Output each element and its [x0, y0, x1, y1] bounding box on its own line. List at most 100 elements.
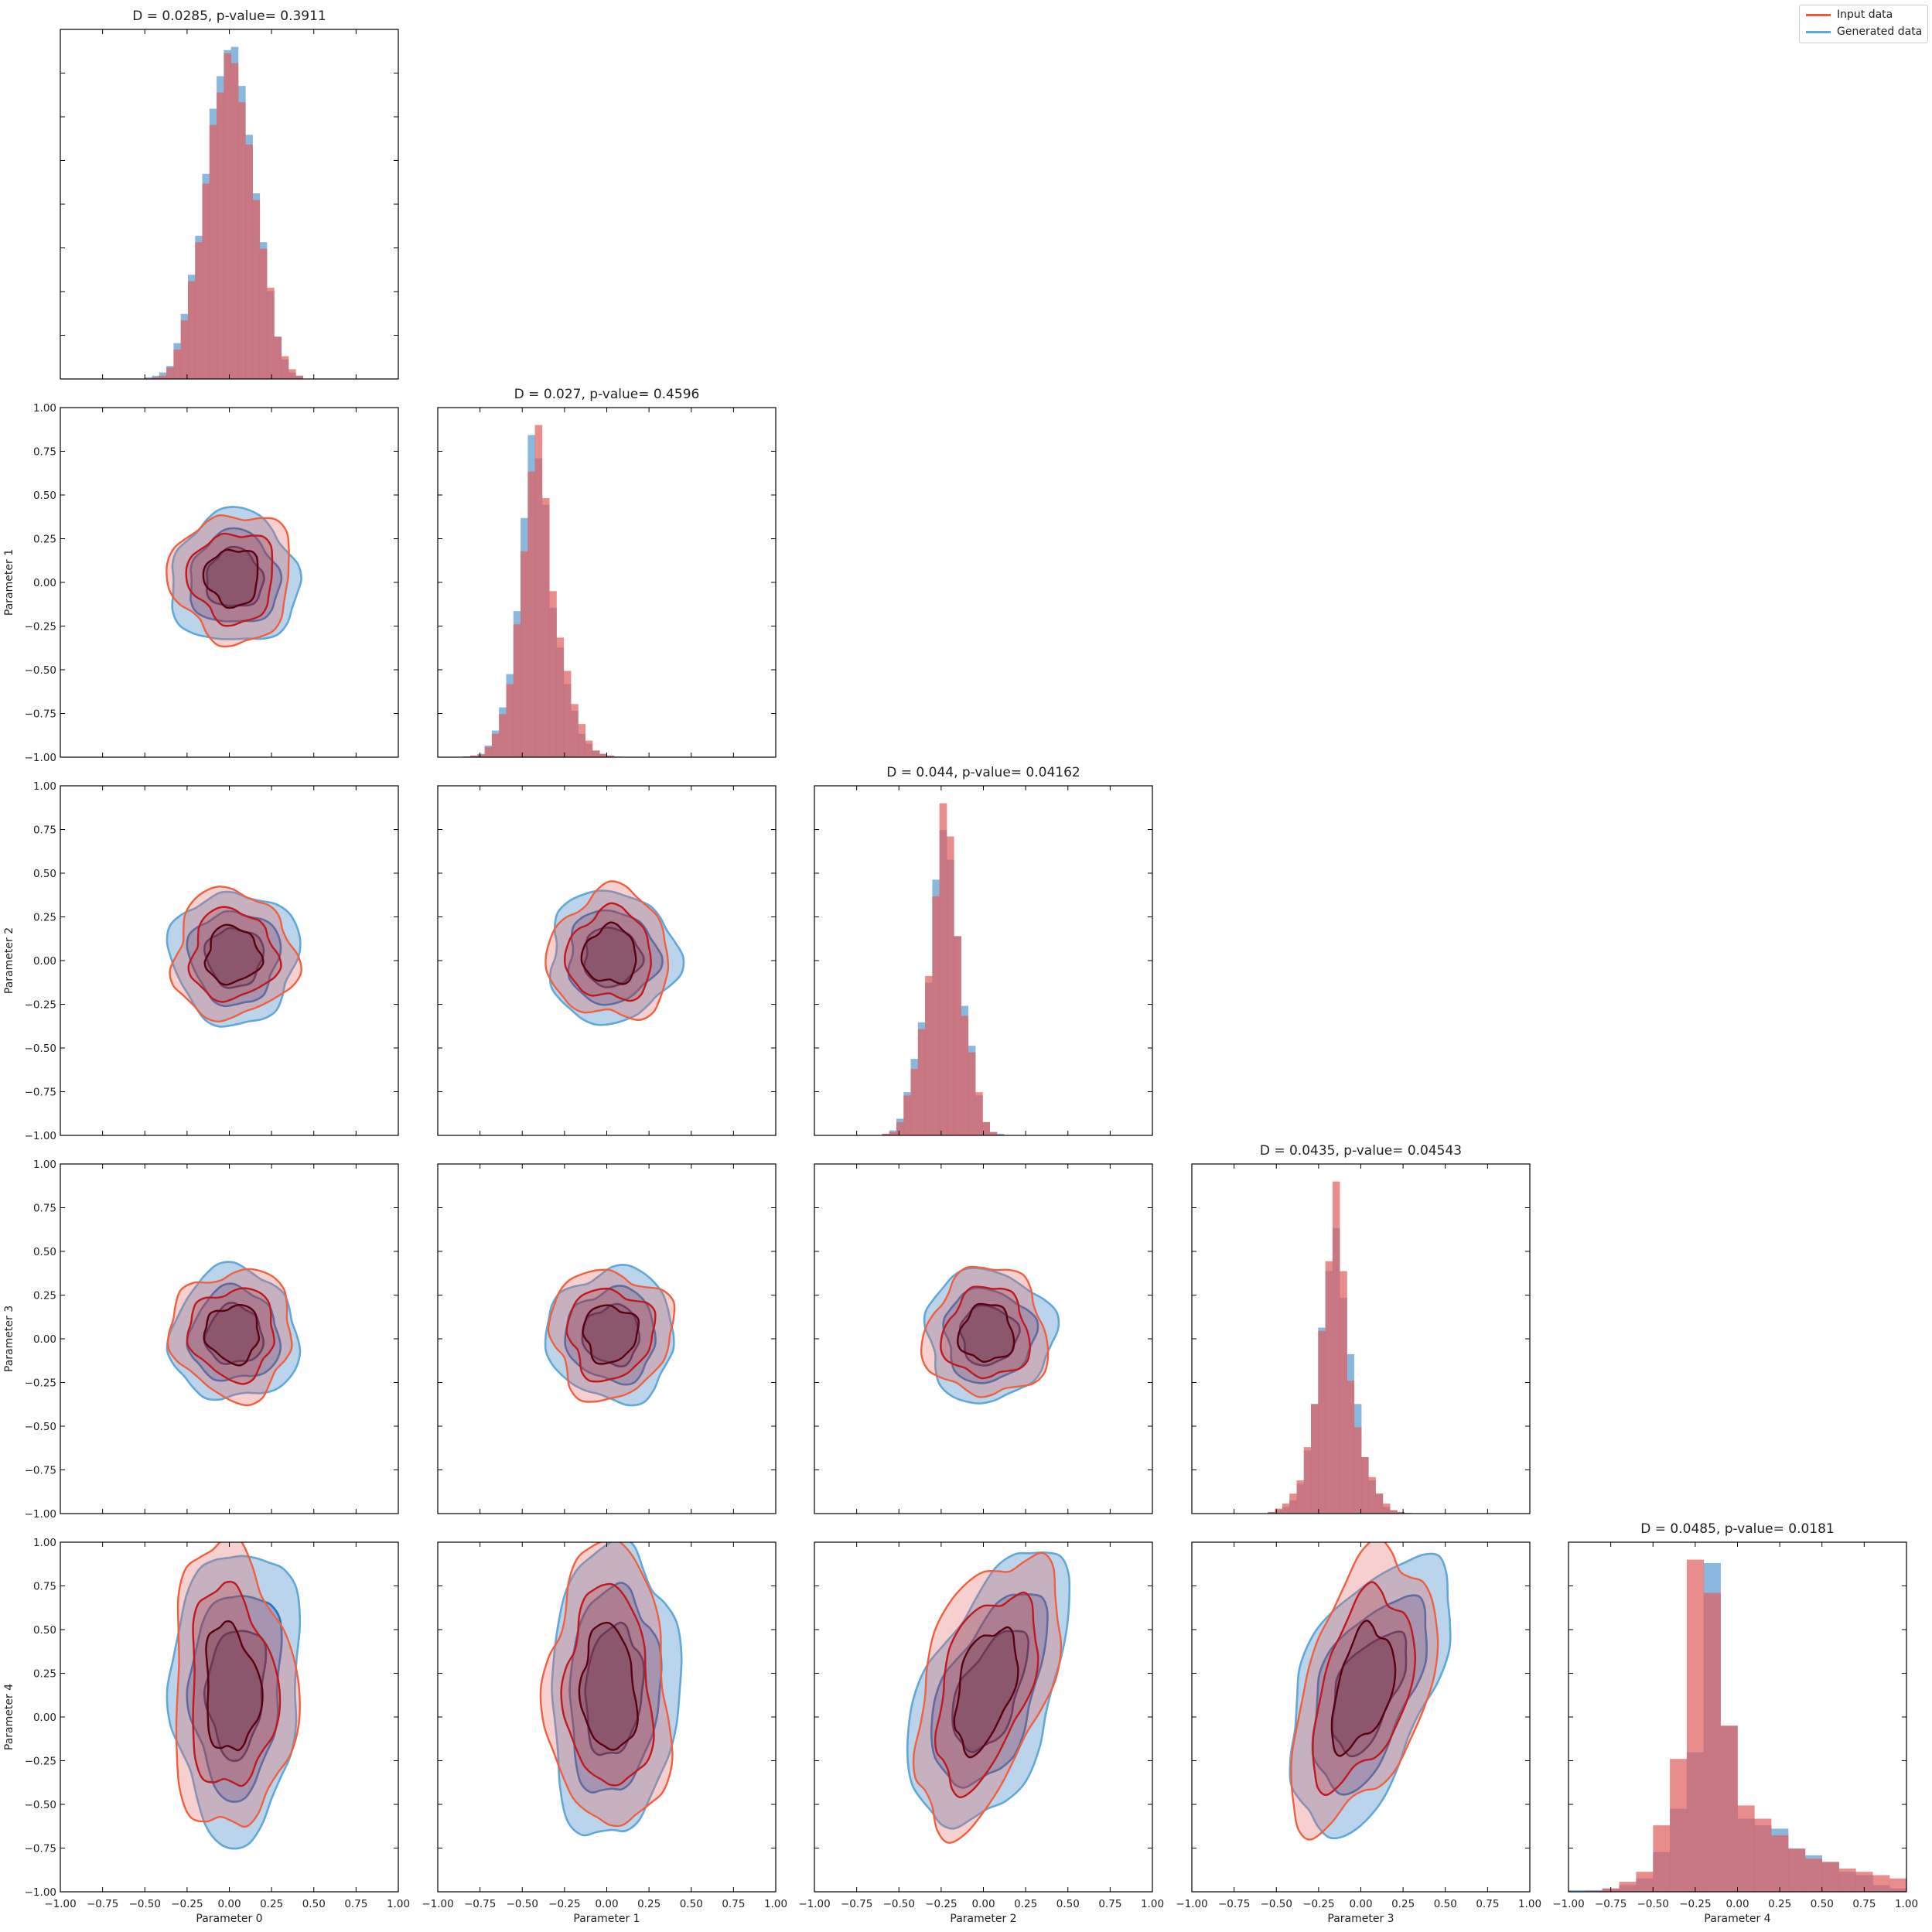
xtick-label-1-4: 0.00: [595, 1898, 618, 1910]
subplot-3-3: D = 0.0435, p-value= 0.04543: [1191, 1143, 1531, 1514]
contour-input-4-3-1: [1312, 1581, 1417, 1797]
xtick-label-1-0: −1.00: [422, 1898, 453, 1910]
hist-bar-input-p0-15: [252, 200, 261, 379]
subplot-1-1: D = 0.027, p-value= 0.4596: [437, 387, 777, 758]
hist-bar-input-p1-18: [592, 750, 600, 757]
subplot-2-0: −1.00 −0.75 −0.50 −0.25 0.00 0.25 0.50 0.75 1.00…: [3, 780, 399, 1142]
ytick-label-4-2: −0.50: [25, 1799, 56, 1811]
hist-bar-input-p4-14: [1804, 1859, 1822, 1892]
hist-bar-input-p0-6: [188, 281, 196, 379]
hist-bar-input-p0-14: [245, 144, 253, 379]
contour-input-3-1-2: [582, 1304, 640, 1365]
hist-bar-input-p2-14: [982, 1121, 990, 1135]
contour-input-4-0-1: [192, 1580, 282, 1787]
hist-bar-input-p3-16: [1382, 1504, 1391, 1514]
hist-bar-input-p3-14: [1368, 1476, 1376, 1514]
ytick-label-3-1: −0.75: [25, 1465, 56, 1477]
ylabel-4: Parameter 4: [3, 1684, 15, 1750]
hist-bar-input-p3-2: [1282, 1504, 1290, 1514]
ylabel-1: Parameter 1: [3, 549, 15, 616]
hist-bar-input-p0-18: [274, 336, 282, 379]
hist-bar-input-p1-4: [491, 733, 500, 757]
hist-bar-input-p1-15: [571, 704, 579, 757]
contour-input-1-0-2: [202, 548, 259, 609]
hist-bar-input-p2-0: [882, 1133, 889, 1135]
contour-input-4-0-2: [205, 1620, 264, 1752]
contour-input-2-0-1: [187, 906, 282, 1003]
subplot-3-2: [814, 1163, 1153, 1514]
hist-bar-input-p3-3: [1289, 1493, 1297, 1514]
hist-bar-input-p1-1: [470, 755, 478, 757]
hist-bar-input-p0-16: [259, 248, 268, 379]
contour-input-3-0-1: [186, 1287, 275, 1385]
ytick-label-1-7: 0.75: [33, 446, 56, 459]
hist-bar-input-p4-17: [1855, 1872, 1873, 1892]
hist-bar-input-p1-16: [578, 724, 585, 757]
legend-swatch-generated: [1806, 30, 1831, 33]
contour-generated-1-0-2: [205, 545, 265, 607]
ylabel-2: Parameter 2: [3, 927, 15, 994]
diagonal-title-2: D = 0.044, p-value= 0.04162: [886, 765, 1080, 780]
hist-bar-input-p2-11: [961, 1015, 969, 1135]
hist-bar-input-p4-18: [1872, 1875, 1890, 1892]
hist-bar-input-p1-9: [527, 471, 535, 757]
ytick-label-1-6: 0.50: [33, 490, 56, 502]
xtick-label-4-4: 0.00: [1725, 1898, 1749, 1910]
xlabel-3: Parameter 3: [1327, 1913, 1394, 1925]
hist-bar-input-p4-19: [1889, 1878, 1906, 1892]
xtick-label-3-0: −1.00: [1176, 1898, 1207, 1910]
contour-input-1-0-1: [185, 532, 274, 627]
hist-bar-input-p0-12: [230, 63, 239, 379]
xtick-label-2-7: 0.75: [1098, 1898, 1121, 1910]
ytick-label-1-4: 0.00: [33, 577, 56, 589]
hist-bar-input-p4-15: [1821, 1862, 1839, 1892]
diagonal-title-3: D = 0.0435, p-value= 0.04543: [1260, 1143, 1462, 1159]
xtick-label-1-2: −0.50: [507, 1898, 538, 1910]
hist-bar-input-p1-11: [541, 498, 550, 757]
contour-input-4-1-2: [578, 1621, 639, 1751]
hist-bar-input-p4-1: [1585, 1890, 1603, 1892]
subplot-frame-2-2: [814, 785, 1153, 1136]
xlabel-1: Parameter 1: [573, 1913, 640, 1925]
xtick-label-0-5: 0.25: [260, 1898, 283, 1910]
xtick-label-3-6: 0.50: [1434, 1898, 1457, 1910]
hist-bar-input-p4-11: [1754, 1818, 1772, 1892]
xtick-label-4-1: −0.75: [1595, 1898, 1626, 1910]
xtick-label-4-0: −1.00: [1552, 1898, 1584, 1910]
hist-bar-input-p0-8: [202, 183, 210, 379]
hist-bar-input-p2-4: [910, 1069, 919, 1135]
legend: Input data Generated data: [1799, 5, 1928, 43]
xtick-label-1-5: 0.25: [637, 1898, 660, 1910]
ytick-label-3-7: 0.75: [33, 1203, 56, 1215]
contour-input-4-1-0: [539, 1542, 674, 1828]
ytick-label-3-2: −0.50: [25, 1421, 56, 1433]
hist-bar-input-p0-11: [224, 53, 231, 379]
hist-bar-input-p3-7: [1318, 1330, 1326, 1514]
contour-input-3-0-0: [166, 1268, 293, 1407]
hist-bar-input-p1-3: [484, 747, 493, 757]
hist-bar-input-p1-6: [506, 684, 514, 757]
xtick-label-0-1: −0.75: [87, 1898, 118, 1910]
hist-bar-input-p4-10: [1737, 1805, 1755, 1892]
ytick-label-1-1: −0.75: [25, 708, 56, 721]
contour-generated-1-0-0: [171, 506, 302, 640]
ytick-label-3-8: 1.00: [33, 1159, 56, 1171]
xtick-label-4-7: 0.75: [1852, 1898, 1876, 1910]
contour-generated-4-3-2: [1331, 1630, 1408, 1758]
hist-bar-generated-p4-0: [1568, 1889, 1586, 1892]
ytick-label-3-6: 0.50: [33, 1246, 56, 1258]
hist-bar-input-p3-0: [1268, 1511, 1275, 1514]
ytick-label-4-7: 0.75: [33, 1581, 56, 1593]
xtick-label-1-8: 1.00: [764, 1898, 787, 1910]
ytick-label-2-4: 0.00: [33, 955, 56, 968]
hist-bar-input-p2-8: [939, 803, 947, 1135]
xtick-label-3-1: −0.75: [1218, 1898, 1250, 1910]
hist-bar-input-p1-5: [499, 714, 507, 757]
hist-bar-input-p1-12: [549, 591, 557, 757]
hist-bar-input-p0-7: [195, 242, 203, 379]
contour-generated-3-1-1: [564, 1285, 657, 1386]
xtick-label-1-7: 0.75: [722, 1898, 745, 1910]
ytick-label-1-0: −1.00: [25, 752, 56, 764]
hist-bar-input-p0-10: [217, 92, 224, 379]
subplot-2-2: D = 0.044, p-value= 0.04162: [814, 765, 1153, 1136]
